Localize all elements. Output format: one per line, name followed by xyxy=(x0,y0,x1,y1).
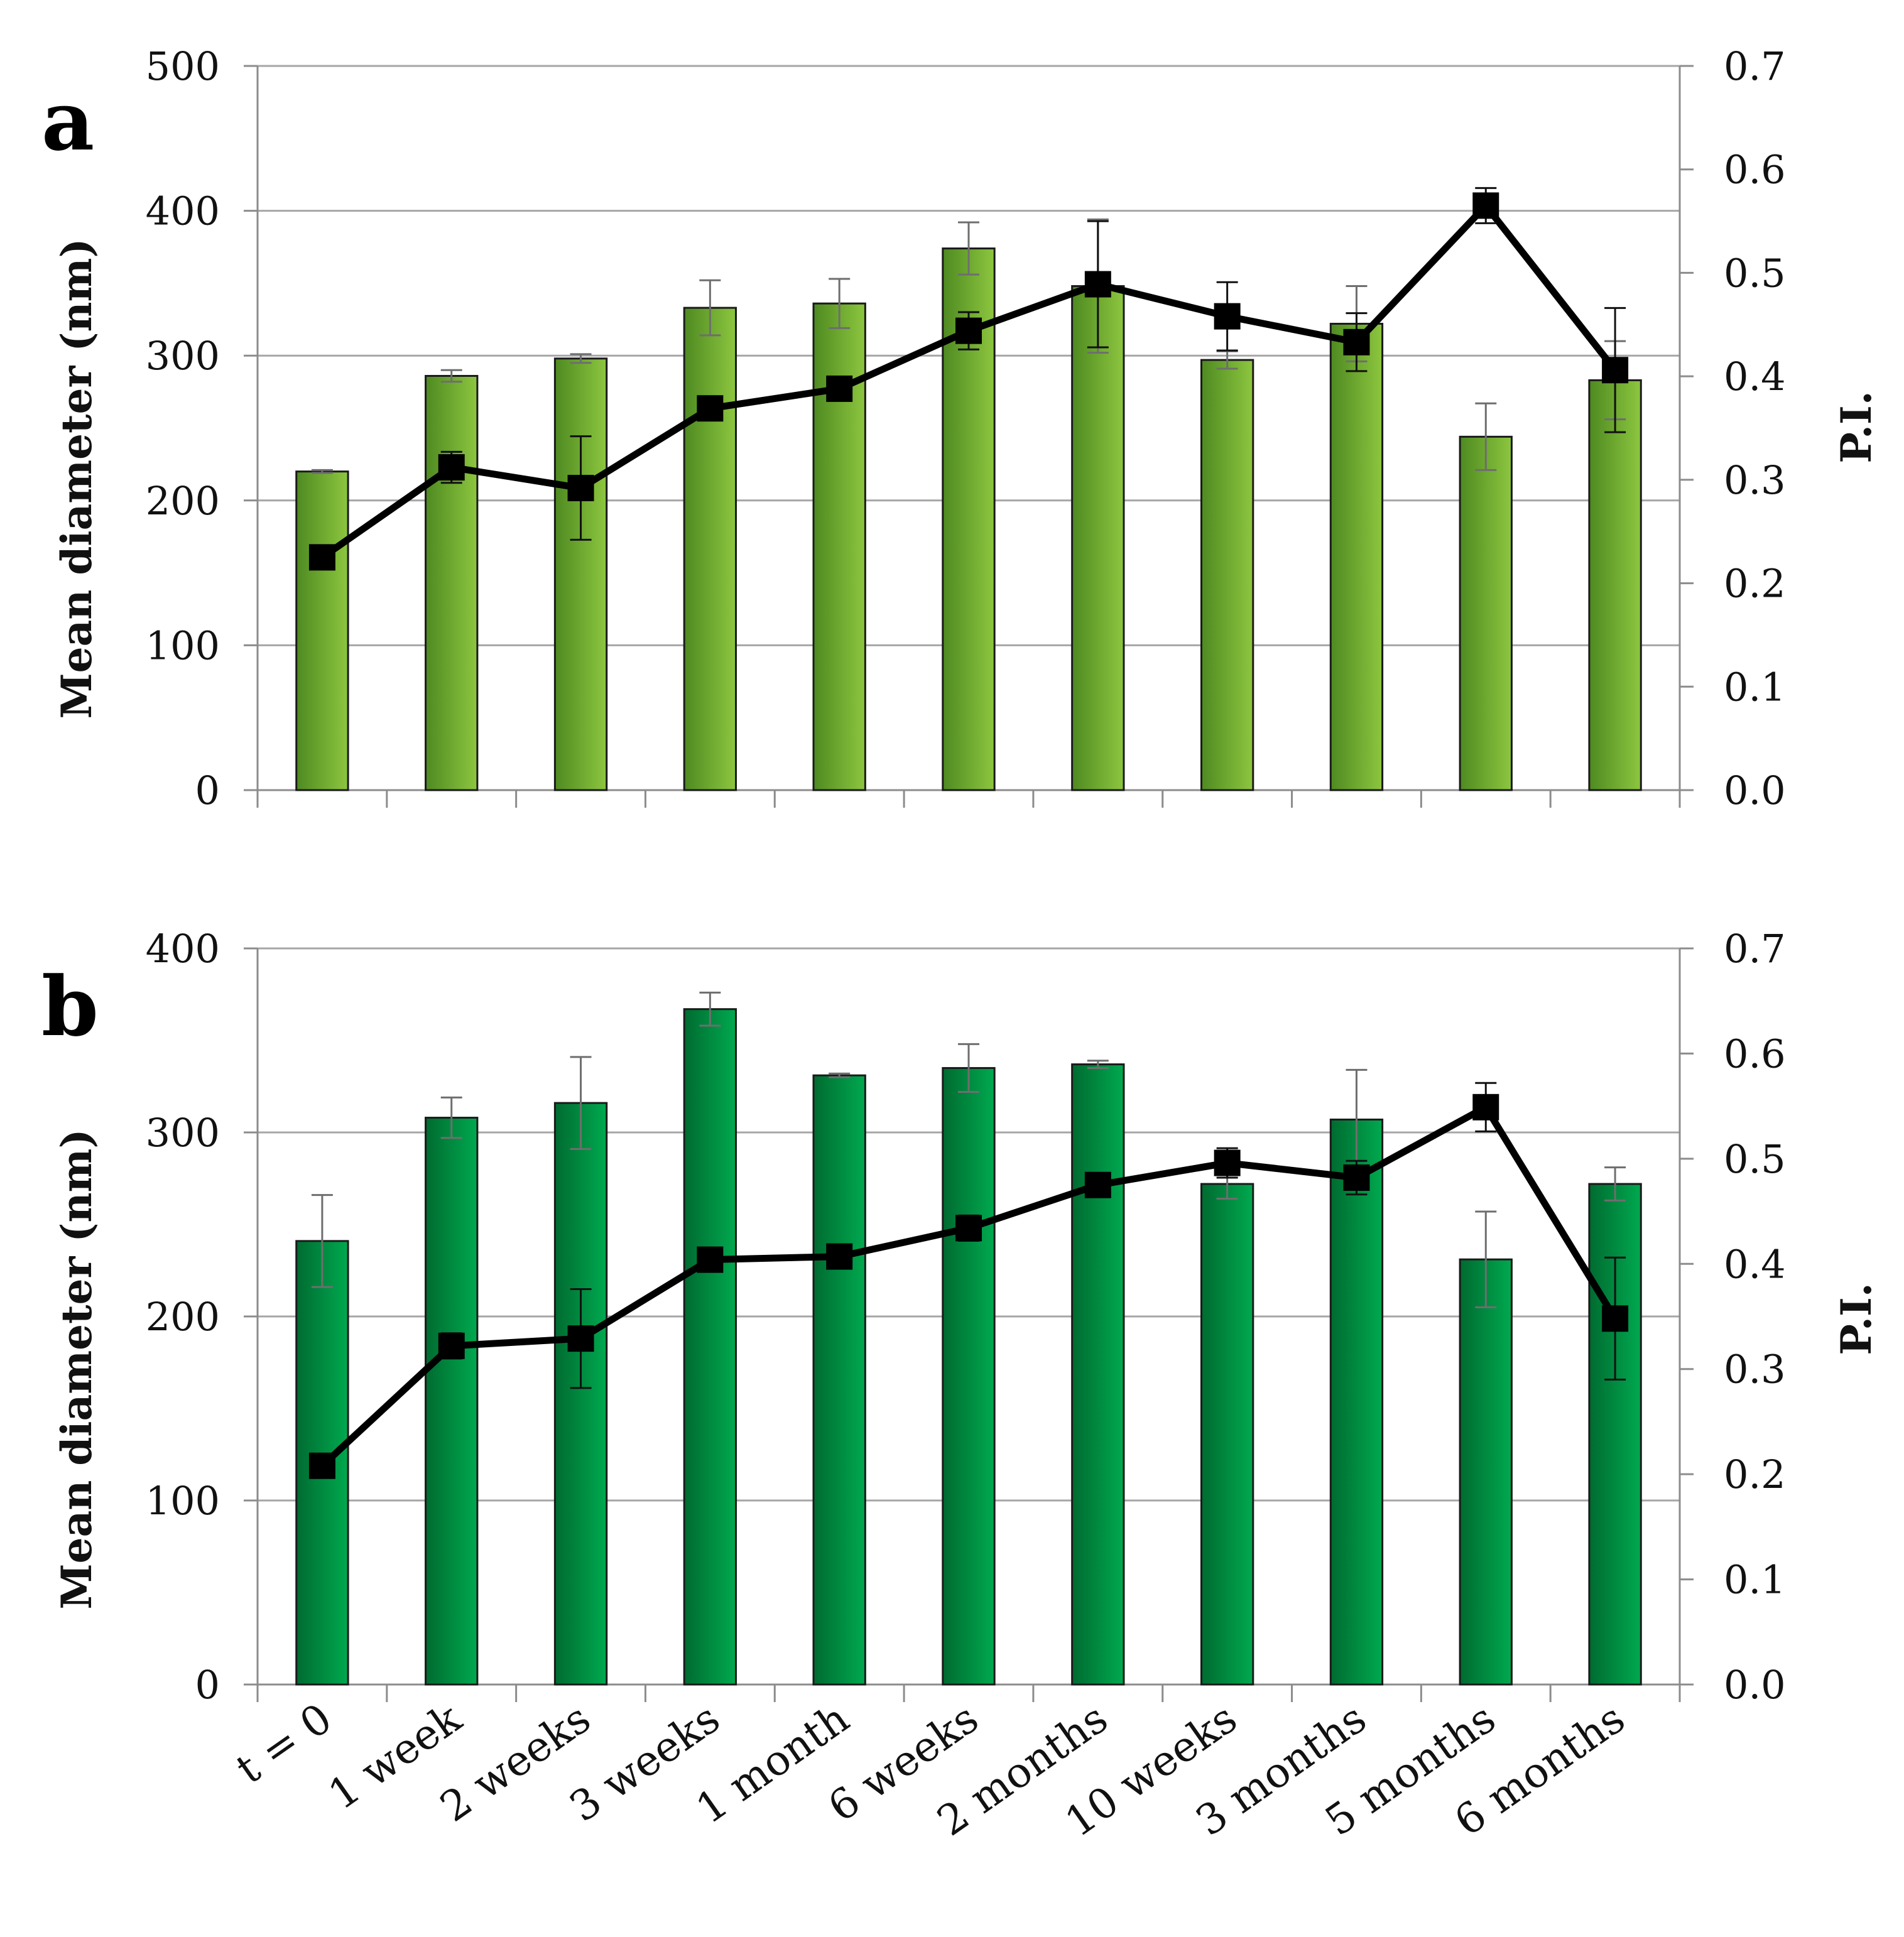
panel-a-y2-tick-label: 0.3 xyxy=(1724,457,1786,503)
panel-a-y-tick-label: 100 xyxy=(146,622,220,668)
panel-b-pi-point xyxy=(1084,1171,1111,1198)
panel-a-y-tick-label: 200 xyxy=(146,478,220,524)
panel-a-bar xyxy=(1071,285,1125,791)
panel-b-pi-point xyxy=(438,1332,465,1359)
panel-b-bar xyxy=(942,1066,996,1686)
panel-a-bar xyxy=(1459,435,1513,791)
panel-b-y-tick-label: 400 xyxy=(146,926,220,972)
panel-b-y-tick-label: 200 xyxy=(146,1294,220,1340)
panel-a-y2-tick-label: 0.2 xyxy=(1724,561,1786,607)
chart-panel-b: b Mean diameter (nm) P.I. 0 100 200 300 400 0… xyxy=(41,926,1881,1847)
panel-b-pi-point xyxy=(1343,1164,1370,1191)
panel-a-y2-tick-label: 0.5 xyxy=(1724,250,1786,296)
panel-b-y2-tick-label: 0.2 xyxy=(1724,1451,1786,1497)
panel-b-y2-tick-label: 0.4 xyxy=(1724,1241,1786,1287)
panel-b-bar xyxy=(1459,1258,1513,1686)
panel-a-bar xyxy=(553,357,608,791)
panel-a-y-tick-label: 500 xyxy=(146,43,220,89)
panel-b-y2-tick-label: 0.1 xyxy=(1724,1557,1786,1603)
panel-a-pi-point xyxy=(1602,357,1629,384)
panel-a-pi-point xyxy=(1472,192,1499,219)
panel-a-y2-tick-label: 0.1 xyxy=(1724,664,1786,710)
y2-axis-label-b: P.I. xyxy=(1832,1283,1881,1355)
panel-a-bar xyxy=(683,307,737,791)
panel-b-y2-tick-label: 0.7 xyxy=(1724,926,1786,972)
y2-axis-label-a: P.I. xyxy=(1832,391,1881,464)
panel-a-pi-point xyxy=(308,544,335,571)
panel-b-pi-point xyxy=(567,1325,594,1352)
panel-a-bar xyxy=(425,374,479,791)
y-axis-label-a: Mean diameter (nm) xyxy=(52,238,101,719)
panel-b-pi-point xyxy=(826,1243,853,1270)
panel-b-bar xyxy=(1200,1183,1254,1686)
panel-b-pi-point xyxy=(1214,1149,1241,1176)
panel-b-y2-tick-label: 0.3 xyxy=(1724,1347,1786,1392)
panel-b-pi-point xyxy=(697,1246,724,1273)
panel-a-pi-point xyxy=(955,317,982,344)
panel-b-y-tick-label: 100 xyxy=(146,1478,220,1524)
panel-a-y2-tick-label: 0.6 xyxy=(1724,147,1786,193)
panel-a-y-tick-label: 400 xyxy=(146,188,220,234)
panel-a-y2-tick-label: 0.0 xyxy=(1724,768,1786,813)
panel-b-y2-tick-label: 0.5 xyxy=(1724,1136,1786,1182)
panel-b-bar xyxy=(1071,1063,1125,1686)
panel-a-bar xyxy=(1329,322,1384,791)
panel-b-y-tick-label: 300 xyxy=(146,1110,220,1156)
panel-a-bar xyxy=(1200,359,1254,791)
panel-a-pi-point xyxy=(1214,303,1241,330)
panel-b-bar xyxy=(425,1117,479,1686)
panel-a-pi-point xyxy=(1084,271,1111,298)
panel-letter-a: a xyxy=(41,73,94,169)
panel-b-bar xyxy=(683,1008,737,1686)
panel-a-bar xyxy=(1588,379,1642,791)
panel-a-pi-point xyxy=(697,395,724,422)
panel-a-y-tick-label: 300 xyxy=(146,333,220,379)
panel-a-pi-point xyxy=(1343,328,1370,355)
chart-panel-a: a Mean diameter (nm) P.I. 0 100 200 300 400 5… xyxy=(41,43,1881,813)
panel-a-y2-tick-label: 0.4 xyxy=(1724,354,1786,399)
panel-b-y2-tick-label: 0.6 xyxy=(1724,1031,1786,1077)
panel-a-y-tick-label: 0 xyxy=(195,768,220,813)
panel-letter-b: b xyxy=(41,958,99,1055)
panel-b-pi-point xyxy=(955,1215,982,1242)
panel-b-pi-point xyxy=(1472,1093,1499,1120)
panel-a-y2-tick-label: 0.7 xyxy=(1724,43,1786,89)
panel-a-pi-point xyxy=(826,375,853,402)
panel-b-pi-point xyxy=(308,1452,335,1479)
panel-b-bar xyxy=(1329,1118,1384,1686)
panel-a-pi-point xyxy=(567,475,594,502)
y-axis-label-b: Mean diameter (nm) xyxy=(52,1129,101,1609)
panel-b-bar xyxy=(812,1074,866,1686)
panel-b-pi-point xyxy=(1602,1305,1629,1332)
panel-b-y2-tick-label: 0.0 xyxy=(1724,1662,1786,1708)
panel-b-y-tick-label: 0 xyxy=(195,1662,220,1708)
panel-a-pi-point xyxy=(438,454,465,481)
panel-b-bar xyxy=(553,1102,608,1686)
panel-a-bar xyxy=(295,470,349,791)
